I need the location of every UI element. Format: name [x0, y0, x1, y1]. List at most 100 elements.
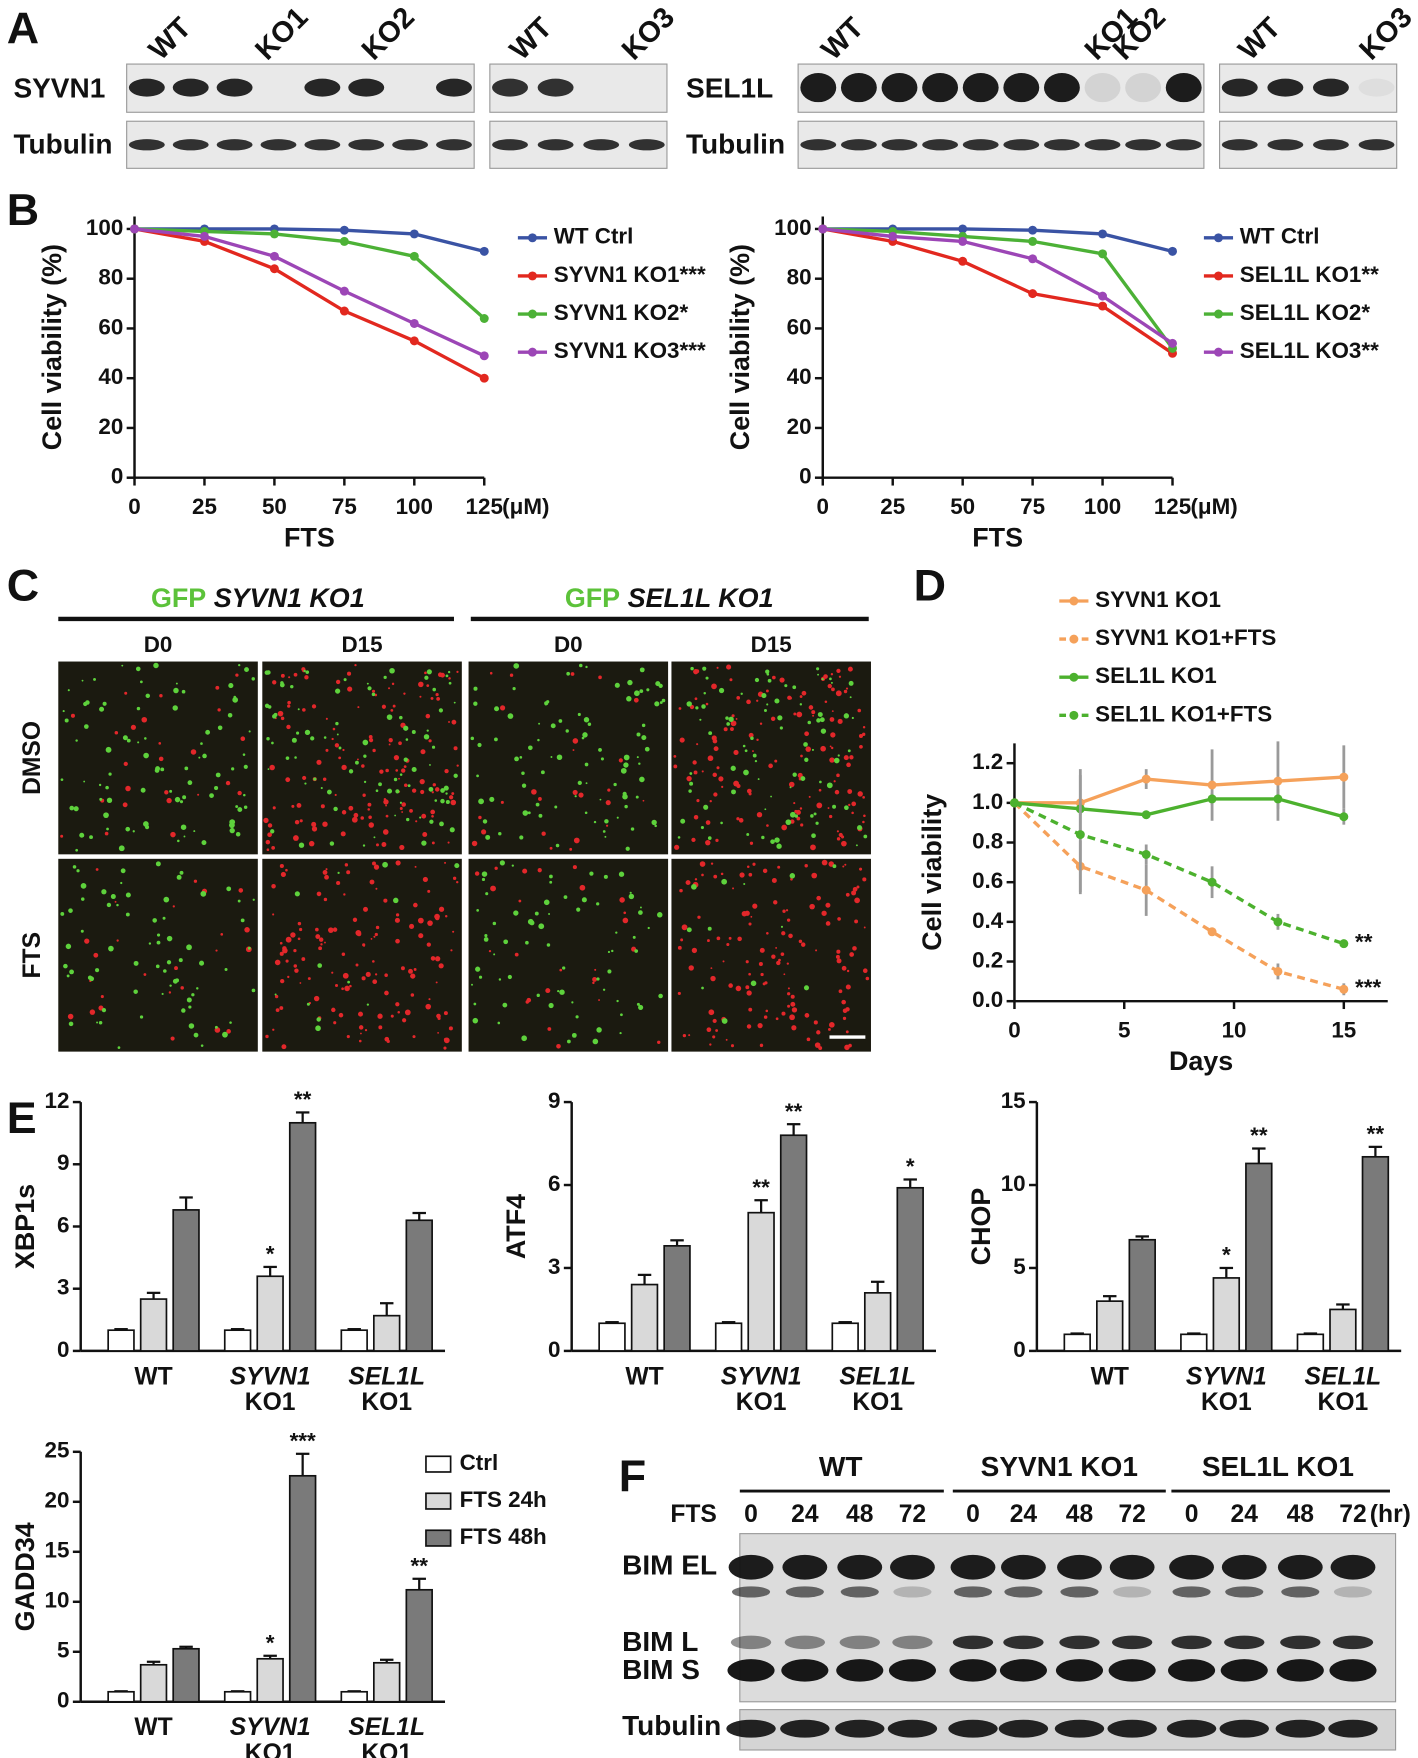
cell — [521, 783, 527, 788]
cell — [226, 1029, 231, 1034]
cell — [114, 900, 117, 903]
cell — [116, 903, 119, 907]
cell — [168, 991, 172, 994]
point — [1168, 338, 1177, 348]
cell — [400, 966, 405, 971]
gene-label: SYVN1 KO1 — [214, 583, 365, 613]
cell — [160, 767, 165, 772]
cell — [562, 966, 566, 970]
cell — [767, 678, 772, 683]
cell — [830, 746, 834, 750]
legend-label: SEL1L KO1+FTS — [1095, 701, 1272, 726]
legend-label: SEL1L KO2* — [1240, 300, 1371, 325]
cell — [695, 706, 699, 710]
cell — [832, 864, 837, 869]
cell — [443, 1037, 448, 1042]
lane-label: 48 — [1066, 1501, 1093, 1528]
cell — [690, 666, 694, 671]
cell — [98, 1021, 103, 1025]
cell — [421, 840, 427, 846]
band — [128, 139, 165, 151]
cell — [622, 793, 628, 800]
x-axis-title: FTS — [284, 522, 335, 552]
cell — [386, 788, 393, 794]
cell — [843, 689, 848, 694]
cell — [816, 718, 821, 723]
cell — [746, 788, 752, 794]
cell — [789, 1014, 795, 1021]
cell — [316, 1017, 321, 1022]
cell — [793, 712, 797, 716]
cell — [421, 813, 427, 819]
cell — [686, 927, 692, 933]
cell — [398, 741, 402, 746]
lane-label: 48 — [1287, 1501, 1314, 1528]
cell — [848, 803, 851, 807]
cell — [701, 873, 704, 877]
cell — [721, 1018, 728, 1024]
band — [1111, 1635, 1153, 1650]
cell — [744, 749, 748, 753]
annotation: * — [1222, 1243, 1231, 1268]
cell — [859, 867, 863, 871]
panel-label: B — [7, 184, 39, 235]
cell — [507, 974, 512, 980]
cell — [323, 897, 328, 902]
row-label: BIM S — [622, 1654, 700, 1685]
legend-label: SYVN1 KO2* — [554, 300, 689, 325]
column-label: D0 — [554, 632, 583, 657]
x-tick-label: 5 — [1118, 1017, 1130, 1042]
cell — [790, 1001, 796, 1007]
cell — [280, 871, 286, 878]
cell — [139, 1015, 144, 1019]
cell — [639, 689, 644, 694]
cell — [485, 892, 489, 896]
cell — [856, 885, 860, 889]
x-tick-label: 0 — [128, 494, 140, 519]
band — [780, 1719, 830, 1738]
cell — [761, 835, 765, 840]
cell — [340, 831, 346, 837]
legend-label: SYVN1 KO3*** — [554, 338, 706, 363]
cell — [371, 689, 376, 693]
cell — [764, 808, 767, 811]
point — [339, 225, 349, 235]
cell — [766, 931, 769, 935]
cell — [471, 983, 473, 986]
cell — [422, 832, 428, 837]
cell — [829, 757, 835, 763]
point — [1098, 301, 1108, 311]
cell — [728, 936, 732, 940]
band — [1225, 1586, 1264, 1598]
cell — [137, 741, 140, 744]
annotation: * — [266, 1242, 275, 1267]
cell — [725, 716, 729, 720]
cell — [831, 687, 835, 692]
cell — [604, 819, 609, 824]
cell — [825, 902, 831, 908]
cell — [430, 696, 434, 700]
cell — [60, 912, 65, 916]
cell — [449, 827, 455, 833]
cell — [155, 964, 160, 969]
cell — [139, 680, 143, 684]
cell — [287, 704, 291, 708]
cell — [445, 799, 450, 804]
cell — [101, 889, 107, 895]
cell — [101, 1008, 107, 1013]
cell — [431, 814, 434, 818]
cell — [830, 732, 836, 738]
y-tick-label: 10 — [1001, 1171, 1026, 1196]
cell — [326, 789, 332, 795]
cell — [490, 885, 496, 892]
band — [1168, 1659, 1216, 1682]
y-tick-label: 100 — [86, 215, 123, 240]
lane-label: WT — [816, 12, 871, 67]
point — [1207, 877, 1217, 887]
cell — [368, 815, 372, 820]
cell — [431, 745, 436, 749]
cell — [280, 673, 285, 678]
cell — [842, 1016, 847, 1021]
cell — [857, 791, 863, 797]
cell — [60, 778, 64, 782]
